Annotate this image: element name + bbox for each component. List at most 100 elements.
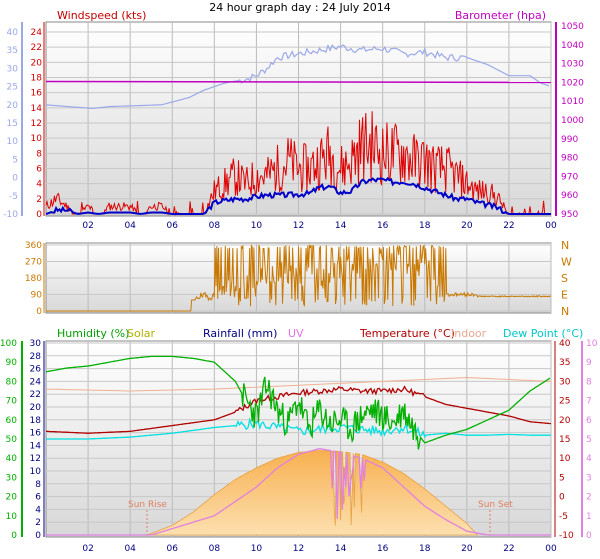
gust-tick-label: 40 [7, 28, 19, 38]
direction-panel-series [46, 243, 551, 312]
uv-tick-label: 3 [586, 473, 592, 483]
climate-x-tick-label: 10 [251, 544, 263, 554]
uv-tick-label: 0 [586, 531, 592, 541]
wind-x-tick-label: 22 [503, 221, 514, 231]
climate-x-tick-label: 08 [209, 544, 221, 554]
humidity-tick-label: 70 [6, 397, 18, 407]
humidity-tick-label: 10 [6, 512, 18, 522]
baro-tick-label: 970 [561, 172, 578, 182]
climate-x-tick-label: 18 [419, 544, 431, 554]
gust-tick-label: 5 [12, 155, 18, 165]
temp-tick-label: 35 [559, 358, 570, 368]
wind-x-tick-label: 20 [461, 221, 473, 231]
rain-tick-label: 16 [30, 429, 42, 439]
wind-x-tick-label: 06 [167, 221, 179, 231]
rain-tick-label: 8 [35, 480, 41, 490]
wind-panel-series [45, 43, 552, 216]
wind-x-tick-label: 16 [377, 221, 389, 231]
uv-tick-label: 10 [586, 339, 598, 349]
baro-tick-label: 960 [561, 191, 578, 201]
gust-tick-label: 15 [7, 119, 18, 129]
wind-panel-axes: 02 04 06 08 10 12 14 16 18 20 22 002422201816141210… [3, 22, 584, 231]
rain-tick-label: 12 [30, 454, 41, 464]
rain-tick-label: 6 [35, 493, 41, 503]
wind-x-tick-label: 18 [419, 221, 431, 231]
windspeed-tick-label: 8 [36, 149, 42, 159]
uv-tick-label: 5 [586, 435, 592, 445]
rain-tick-label: 24 [30, 377, 42, 387]
direction-tick-label: 180 [25, 274, 42, 284]
climate-panel-axes: 02 04 06 08 10 12 14 16 18 20 22 001009080706050403… [0, 339, 598, 554]
windspeed-tick-label: 4 [36, 180, 42, 190]
windspeed-tick-label: 20 [31, 58, 43, 68]
humidity-tick-label: 40 [6, 454, 18, 464]
compass-label: E [561, 289, 568, 302]
compass-label: W [561, 256, 572, 269]
gust-tick-label: 0 [12, 174, 18, 184]
legend-rainfall: Rainfall (mm) [203, 327, 277, 340]
rain-tick-label: 22 [30, 390, 41, 400]
rain-tick-label: 10 [30, 467, 42, 477]
humidity-tick-label: 80 [6, 377, 18, 387]
temp-tick-label: 30 [559, 377, 571, 387]
climate-x-tick-label: 16 [377, 544, 389, 554]
climate-x-tick-label: 00 [545, 544, 557, 554]
uv-tick-label: 2 [586, 493, 592, 503]
sunrise-annotation: Sun Rise [128, 500, 167, 510]
wind-panel-grid [46, 22, 552, 216]
direction-tick-label: 360 [25, 241, 42, 251]
wind-x-tick-label: 12 [293, 221, 304, 231]
baro-tick-label: 1000 [561, 116, 584, 126]
direction-tick-label: 90 [31, 291, 43, 301]
wind-x-tick-label: 14 [335, 221, 347, 231]
gust-tick-label: 20 [7, 101, 19, 111]
rain-tick-label: 0 [35, 531, 41, 541]
series-wind-average [45, 176, 551, 215]
baro-tick-label: 1030 [561, 60, 584, 70]
uv-tick-label: 7 [586, 397, 592, 407]
compass-label: N [561, 239, 569, 252]
series-uv [46, 448, 551, 536]
temp-tick-label: 40 [559, 339, 571, 349]
windspeed-tick-label: 14 [31, 104, 43, 114]
legend-barometer: Barometer (hpa) [455, 9, 546, 22]
windspeed-tick-label: 10 [31, 134, 43, 144]
legend-temperature: Temperature (°C) [359, 327, 455, 340]
baro-tick-label: 1020 [561, 78, 584, 88]
legend-windspeed: Windspeed (kts) [57, 9, 146, 22]
rain-tick-label: 2 [35, 518, 41, 528]
climate-panel-legend: Humidity (%) Solar Rainfall (mm) UV Temp… [57, 327, 583, 340]
gust-tick-label: -5 [9, 192, 18, 202]
baro-tick-label: 1050 [561, 22, 584, 32]
climate-x-tick-label: 04 [124, 544, 136, 554]
wind-x-tick-label: 00 [545, 221, 557, 231]
wind-x-tick-label: 10 [251, 221, 263, 231]
uv-tick-label: 9 [586, 358, 592, 368]
rain-tick-label: 28 [30, 352, 42, 362]
series-windspeed [45, 111, 550, 216]
compass-label: N [561, 305, 569, 318]
uv-tick-label: 1 [586, 512, 592, 522]
temp-tick-label: 10 [559, 454, 571, 464]
series-barometer [45, 80, 552, 84]
compass-label: S [561, 272, 568, 285]
temp-tick-label: -10 [559, 531, 574, 541]
climate-x-tick-label: 12 [293, 544, 304, 554]
climate-panel-series [45, 355, 552, 536]
sunset-annotation: Sun Set [478, 500, 513, 510]
humidity-tick-label: 0 [11, 531, 17, 541]
series-gust-light [45, 43, 550, 110]
wind-x-tick-label: 04 [124, 221, 136, 231]
temp-tick-label: 5 [559, 473, 565, 483]
temp-tick-label: 0 [559, 493, 565, 503]
legend-dewpoint: Dew Point (°C) [503, 327, 583, 340]
windspeed-tick-label: 0 [36, 210, 42, 220]
wind-x-tick-label: 08 [209, 221, 221, 231]
baro-tick-label: 950 [561, 210, 578, 220]
series-temperature [45, 385, 552, 434]
windspeed-tick-label: 2 [36, 195, 42, 205]
uv-tick-label: 6 [586, 416, 592, 426]
humidity-tick-label: 30 [6, 473, 18, 483]
